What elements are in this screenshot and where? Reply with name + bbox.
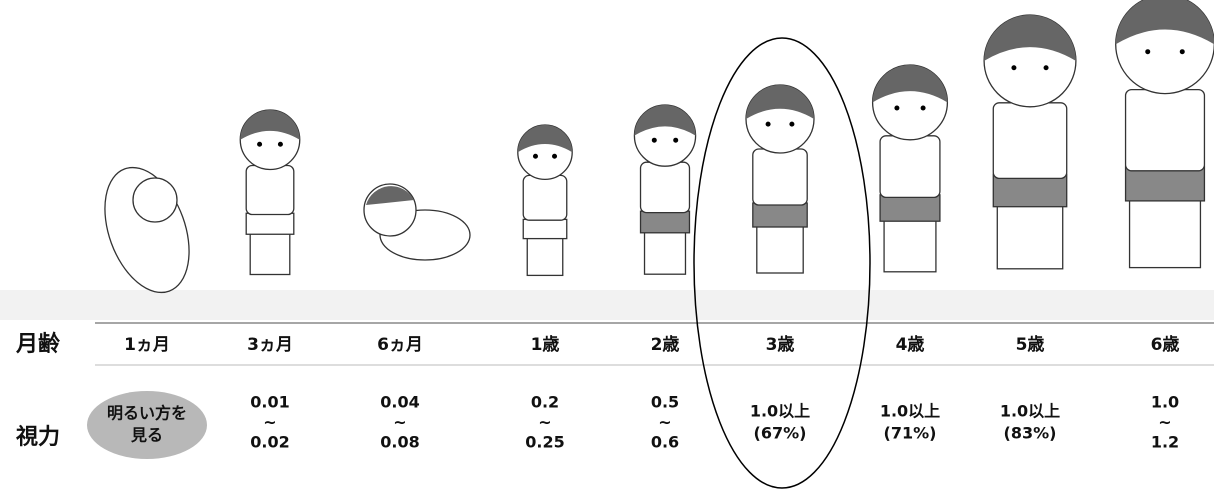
- eye: [1011, 65, 1016, 70]
- eye: [921, 106, 926, 111]
- shirt: [641, 162, 690, 212]
- child-illustration: [89, 156, 205, 304]
- head: [133, 178, 177, 222]
- shorts: [880, 195, 940, 221]
- row-label: 視力: [16, 425, 60, 450]
- vision-text: 0.6: [651, 433, 679, 452]
- vision-text: 0.08: [380, 433, 419, 452]
- vision-text: 0.01: [250, 393, 289, 412]
- vision-text: (71%): [884, 424, 937, 443]
- swaddle: [89, 156, 205, 304]
- eye: [1180, 49, 1185, 54]
- shorts: [246, 213, 294, 234]
- child-illustration: [984, 15, 1076, 269]
- vision-text: 1.0: [1151, 393, 1179, 412]
- child-illustration: [746, 85, 814, 273]
- vision-text: 1.0以上: [750, 402, 810, 421]
- age-label: 1歳: [531, 334, 560, 355]
- vision-text: 1.0以上: [880, 402, 940, 421]
- eye: [278, 142, 283, 147]
- vision-text: 1.0以上: [1000, 402, 1060, 421]
- child-illustration: [873, 65, 948, 272]
- shorts: [641, 211, 690, 233]
- vision-text: 見る: [130, 426, 163, 445]
- age-label: 5歳: [1016, 334, 1045, 355]
- vision-text: 0.25: [525, 433, 564, 452]
- age-label: 1ヵ月: [124, 335, 170, 355]
- vision-text: (83%): [1004, 424, 1057, 443]
- vision-text: ~: [658, 413, 671, 432]
- shorts: [523, 219, 567, 238]
- age-label: 2歳: [651, 334, 680, 355]
- vision-text: ~: [393, 413, 406, 432]
- ground-band: [0, 290, 1214, 320]
- child-illustration: [364, 184, 470, 260]
- vision-text: ~: [263, 413, 276, 432]
- age-label: 6歳: [1151, 334, 1180, 355]
- row-label: 月齢: [15, 331, 61, 357]
- infographic: 月齢 視力 1ヵ月明るい方を見る3ヵ月0.01~0.026ヵ月0.04~0.08…: [0, 0, 1214, 490]
- vision-text: ~: [1158, 413, 1171, 432]
- vision-text: 0.2: [531, 393, 559, 412]
- vision-text: 0.5: [651, 393, 679, 412]
- vision-text: (67%): [754, 424, 807, 443]
- eye: [894, 106, 899, 111]
- eye: [552, 154, 557, 159]
- shirt: [246, 166, 294, 215]
- vision-text: 1.2: [1151, 433, 1179, 452]
- age-label: 3ヵ月: [247, 335, 293, 355]
- eye: [533, 154, 538, 159]
- vision-text: 明るい方を: [107, 404, 187, 423]
- eye: [766, 122, 771, 127]
- shirt: [880, 136, 940, 198]
- child-illustration: [1116, 0, 1214, 268]
- shirt: [1126, 90, 1205, 171]
- child-illustration: [634, 105, 695, 274]
- eye: [1044, 65, 1049, 70]
- shorts: [993, 174, 1066, 206]
- shirt: [993, 103, 1066, 179]
- age-label: 3歳: [766, 334, 795, 355]
- age-label: 4歳: [896, 334, 925, 355]
- shorts: [753, 203, 807, 227]
- age-label: 6ヵ月: [377, 335, 423, 355]
- vision-text: ~: [538, 413, 551, 432]
- shirt: [523, 175, 567, 220]
- vision-text: 0.04: [380, 393, 419, 412]
- page: {"row_labels": {"age": "月齢", "vision": "…: [0, 0, 1214, 490]
- child-illustration: [518, 125, 572, 275]
- vision-text: 0.02: [250, 433, 289, 452]
- eye: [652, 138, 657, 143]
- eye: [789, 122, 794, 127]
- shirt: [753, 149, 807, 205]
- eye: [257, 142, 262, 147]
- eye: [673, 138, 678, 143]
- child-illustration: [240, 110, 300, 275]
- eye: [1145, 49, 1150, 54]
